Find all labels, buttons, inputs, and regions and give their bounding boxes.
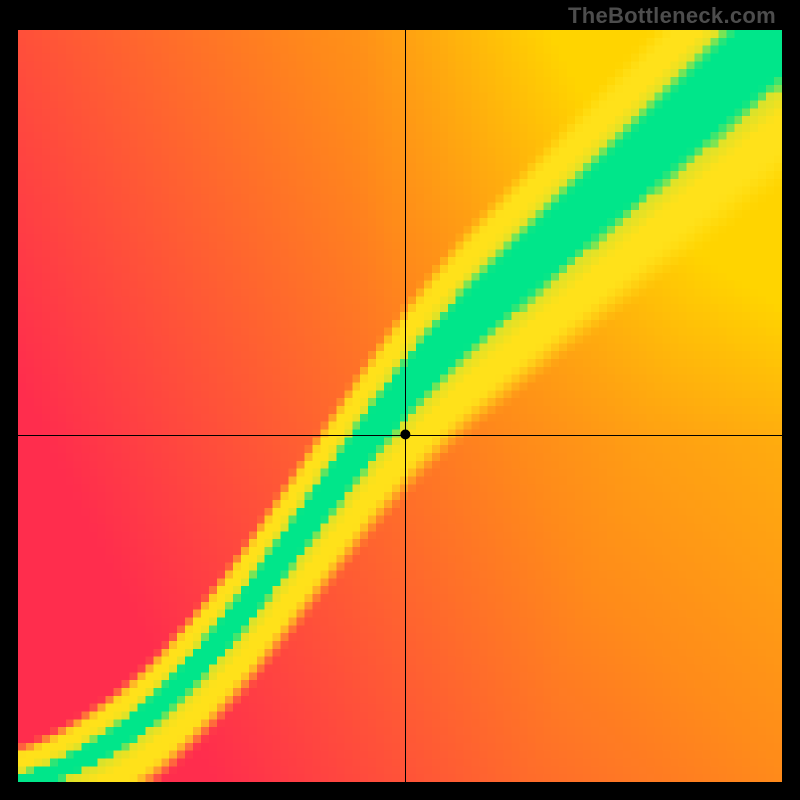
chart-root: TheBottleneck.com — [0, 0, 800, 800]
watermark-text: TheBottleneck.com — [568, 3, 776, 29]
crosshair-overlay — [0, 0, 800, 800]
